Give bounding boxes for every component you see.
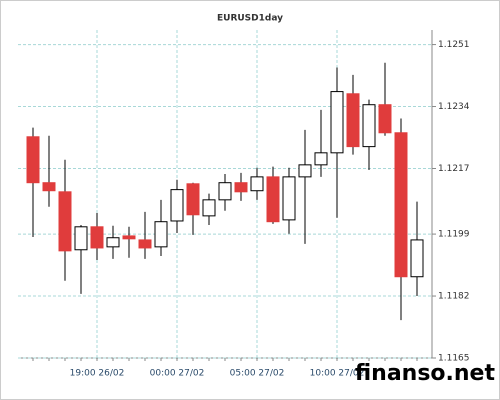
candle-body — [218, 182, 232, 201]
chart-title: EURUSD1day — [217, 14, 283, 24]
candle-body — [250, 176, 264, 192]
candle-body — [330, 91, 344, 154]
candle-body — [394, 132, 408, 278]
candle-body — [186, 183, 200, 216]
candle-body — [58, 191, 72, 252]
candle-body — [362, 104, 376, 148]
candle-body — [314, 152, 328, 166]
candle-body — [378, 104, 392, 134]
y-tick-label: 1.1165 — [438, 354, 470, 364]
candle-body — [298, 164, 312, 178]
candle-body — [410, 239, 424, 278]
y-tick-label: 1.1199 — [438, 230, 470, 240]
x-tick-label: 05:00 27/02 — [230, 369, 285, 379]
x-tick-label: 00:00 27/02 — [150, 369, 205, 379]
plot: 1.1165 1.1182 1.1199 1.1217 1.1234 1.1251 19:0… — [18, 30, 470, 379]
x-tick-label: 10:00 27/02 — [310, 369, 365, 379]
candle-body — [138, 239, 152, 249]
candle-body — [282, 176, 296, 221]
candle-body — [122, 235, 136, 240]
candle-body — [90, 226, 104, 249]
y-tick-label: 1.1217 — [438, 164, 470, 174]
candle-body — [202, 199, 216, 217]
candle-body — [106, 237, 120, 248]
candle-body — [42, 182, 56, 192]
candle-body — [170, 189, 184, 222]
y-tick-label: 1.1251 — [438, 40, 470, 50]
candle-body — [234, 182, 248, 193]
watermark: finanso.net — [355, 361, 496, 386]
candle-body — [346, 93, 360, 148]
y-tick-label: 1.1182 — [438, 292, 470, 302]
x-tick-label: 19:00 26/02 — [70, 369, 125, 379]
candle-body — [74, 226, 88, 251]
y-tick-label: 1.1234 — [438, 102, 470, 112]
candle-body — [26, 136, 40, 184]
candle-body — [154, 221, 168, 248]
candle-body — [266, 176, 280, 223]
